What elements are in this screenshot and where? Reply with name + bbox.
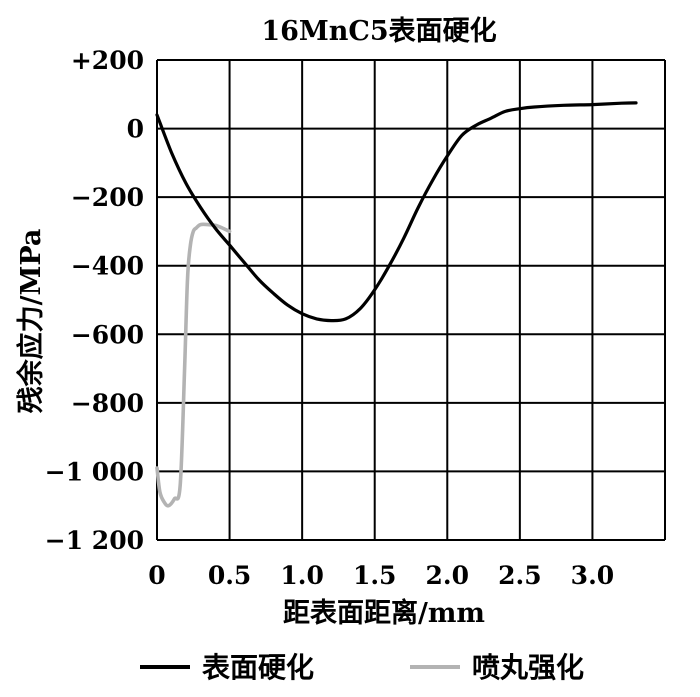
x-tick-label: 1.5 — [353, 561, 397, 590]
y-tick-label: −400 — [71, 252, 144, 281]
x-tick-label: 1.0 — [280, 561, 324, 590]
x-tick-label: 0.5 — [208, 561, 252, 590]
x-tick-label: 0 — [148, 561, 165, 590]
x-axis-label: 距表面距离/mm — [283, 597, 485, 629]
y-tick-label: −800 — [71, 389, 144, 418]
y-tick-label: +200 — [71, 46, 144, 75]
y-tick-label: −1 200 — [45, 526, 144, 555]
grid — [156, 59, 666, 541]
x-tick-labels: 0 0.5 1.0 1.5 2.0 2.5 3.0 — [148, 561, 614, 590]
y-tick-label: −200 — [71, 183, 144, 212]
legend-label-1: 表面硬化 — [202, 651, 314, 684]
y-tick-label: −600 — [71, 320, 144, 349]
legend: 表面硬化 喷丸强化 — [140, 651, 584, 684]
y-axis-label: 残余应力/MPa — [15, 229, 47, 414]
y-tick-label: 0 — [127, 115, 144, 144]
y-tick-labels: +200 0 −200 −400 −600 −800 −1 000 −1 200 — [45, 46, 144, 555]
x-tick-label: 3.0 — [571, 561, 615, 590]
series-layer — [155, 101, 638, 508]
x-tick-label: 2.5 — [498, 561, 542, 590]
series-line-1 — [155, 101, 638, 323]
chart-title: 16MnC5表面硬化 — [261, 16, 496, 47]
legend-label-2: 喷丸强化 — [472, 651, 584, 684]
y-tick-label: −1 000 — [45, 457, 144, 486]
x-tick-label: 2.0 — [426, 561, 470, 590]
